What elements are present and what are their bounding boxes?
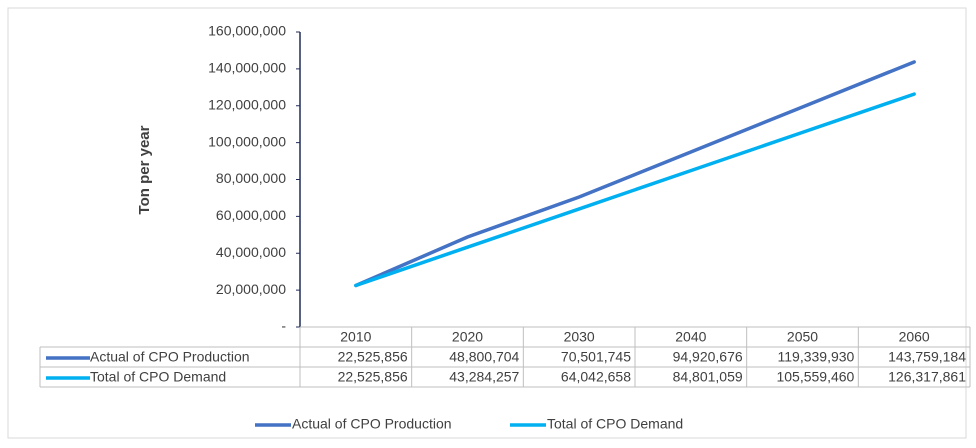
x-tick-label: 2060 [899,329,930,345]
y-tick-label: - [281,318,286,334]
table-row-label: Actual of CPO Production [90,349,250,365]
legend-label: Actual of CPO Production [292,416,452,432]
x-tick-label: 2030 [564,329,595,345]
table-value: 126,317,861 [888,369,966,385]
table-value: 143,759,184 [888,349,966,365]
table-value: 64,042,658 [561,369,631,385]
y-tick-label: 80,000,000 [216,170,286,186]
series-line [354,60,916,288]
table-value: 119,339,930 [778,349,855,365]
table-value: 43,284,257 [449,369,519,385]
table-value: 22,525,856 [338,349,408,365]
chart-frame [7,7,967,439]
table-row-label: Total of CPO Demand [90,369,226,385]
y-tick-label: 120,000,000 [208,96,286,112]
x-tick-label: 2020 [452,329,483,345]
y-tick-label: 140,000,000 [208,60,286,76]
y-tick-label: 60,000,000 [216,207,286,223]
y-axis-label: Ton per year [136,125,153,214]
series-line [354,92,916,288]
x-tick-label: 2010 [340,329,371,345]
y-tick-label: 20,000,000 [216,281,286,297]
table-value: 84,801,059 [673,369,743,385]
table-value: 22,525,856 [338,369,408,385]
y-tick-label: 40,000,000 [216,244,286,260]
x-tick-label: 2050 [787,329,818,345]
x-tick-label: 2040 [675,329,706,345]
y-tick-label: 100,000,000 [208,133,286,149]
legend-label: Total of CPO Demand [547,416,683,432]
table-value: 48,800,704 [449,349,519,365]
table-value: 94,920,676 [673,349,743,365]
y-tick-label: 160,000,000 [208,23,286,39]
table-value: 70,501,745 [561,349,631,365]
table-value: 105,559,460 [776,369,854,385]
